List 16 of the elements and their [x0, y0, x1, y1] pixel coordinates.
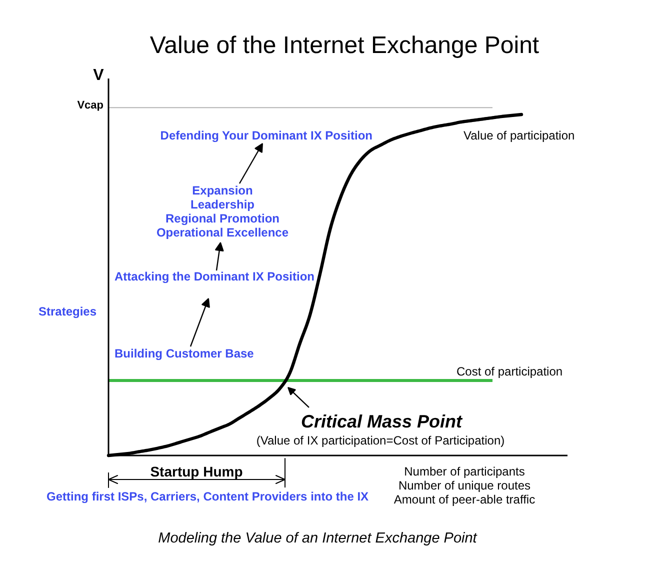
annotation: Building Customer Base: [114, 346, 254, 360]
text: Getting first ISPs, Carriers, Content Providers into the IX: [46, 490, 369, 504]
annotation: (Value of IX participation=Cost of Participation): [256, 434, 505, 448]
annotation: Attacking the Dominant IX Position: [114, 270, 315, 284]
text: Strategies: [38, 304, 97, 318]
ref-line-label: Cost of participation: [456, 364, 563, 378]
ref-line-label: Vcap: [77, 100, 104, 112]
text: Startup Hump: [150, 464, 243, 480]
text: Modeling the Value of an Internet Exchange Point: [158, 530, 478, 546]
chart-title: Value of the Internet Exchange Point: [150, 32, 540, 59]
annotation: Defending Your Dominant IX Position: [160, 128, 373, 142]
x-axis-title: Number of participants Number of unique routes Amount of peer-able traffic: [394, 464, 536, 506]
annotation: Expansion Leadership Regional Promotion Operational Excellence: [156, 184, 289, 240]
series-label: Value of participation: [464, 128, 575, 142]
annotation: Critical Mass Point: [301, 411, 464, 432]
y-axis-title: V: [93, 67, 104, 84]
